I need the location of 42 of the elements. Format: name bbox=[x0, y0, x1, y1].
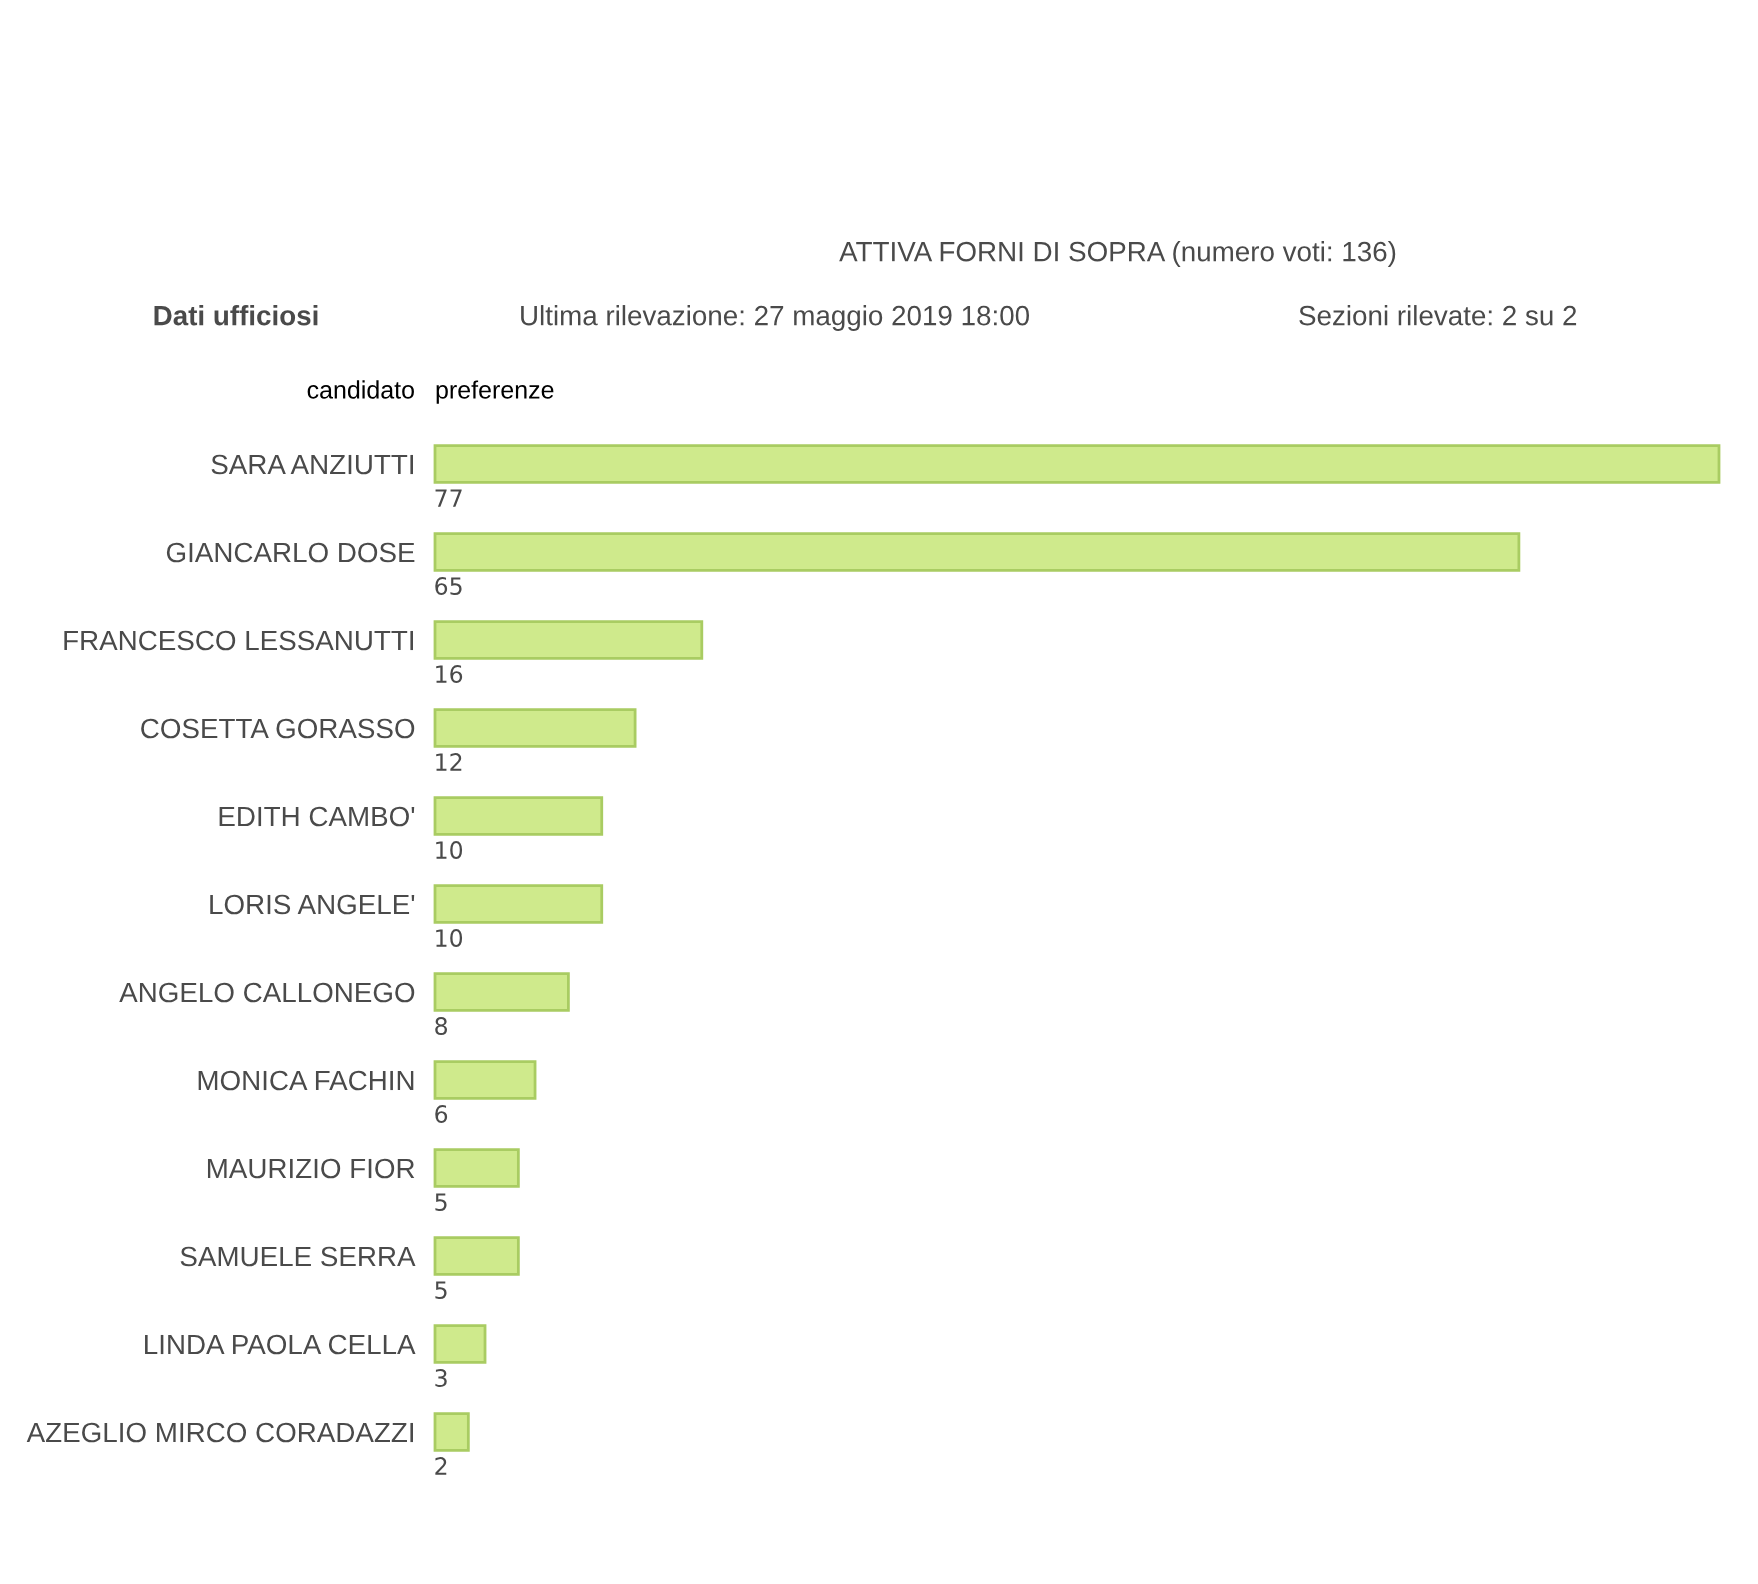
data-label: 12 bbox=[436, 753, 462, 771]
text: Ultima rilevazione: 27 maggio 2019 18:00 bbox=[521, 305, 1030, 331]
bar bbox=[433, 1148, 520, 1188]
data-label: 5 bbox=[435, 1281, 447, 1299]
y-tick-label: GIANCARLO DOSE bbox=[166, 542, 415, 563]
data-label: 8 bbox=[435, 1017, 448, 1035]
data-label: 65 bbox=[435, 577, 462, 595]
y-tick-label: EDITH CAMBO' bbox=[219, 806, 415, 827]
y-tick-label: LORIS ANGELE' bbox=[210, 894, 415, 915]
bar bbox=[433, 444, 1721, 484]
data-label: 5 bbox=[435, 1193, 447, 1211]
bar bbox=[433, 972, 570, 1012]
y-tick-label: MAURIZIO FIOR bbox=[207, 1158, 415, 1179]
bar bbox=[433, 796, 604, 836]
data-label: 6 bbox=[435, 1105, 448, 1123]
bar bbox=[433, 1324, 487, 1364]
text: Sezioni rilevate: 2 su 2 bbox=[1299, 305, 1577, 326]
bar bbox=[433, 884, 604, 924]
y-tick-label: ANGELO CALLONEGO bbox=[119, 982, 415, 1003]
y-axis-title: candidato bbox=[307, 380, 414, 399]
bar bbox=[433, 532, 1521, 572]
data-label: 10 bbox=[436, 929, 463, 947]
y-tick-label: SAMUELE SERRA bbox=[180, 1246, 416, 1267]
bar bbox=[433, 1060, 537, 1100]
bar bbox=[433, 708, 637, 748]
y-tick-label: MONICA FACHIN bbox=[198, 1070, 414, 1091]
y-tick-label: SARA ANZIUTTI bbox=[211, 454, 413, 475]
data-label: 3 bbox=[435, 1369, 447, 1387]
bar bbox=[433, 1412, 470, 1452]
y-tick-label: FRANCESCO LESSANUTTI bbox=[64, 630, 413, 651]
data-label: 2 bbox=[435, 1457, 447, 1475]
data-label: 10 bbox=[436, 841, 463, 859]
y-tick-label: LINDA PAOLA CELLA bbox=[145, 1334, 416, 1355]
y-tick-label: AZEGLIO MIRCO CORADAZZI bbox=[26, 1422, 413, 1443]
x-axis-title: preferenze bbox=[436, 380, 554, 404]
data-label: 77 bbox=[435, 489, 462, 507]
text: Dati ufficiosi bbox=[154, 305, 318, 326]
bar bbox=[433, 620, 704, 660]
data-label: 16 bbox=[436, 665, 463, 683]
chart-title: ATTIVA FORNI DI SOPRA (numero voti: 136) bbox=[839, 241, 1396, 267]
y-tick-label: COSETTA GORASSO bbox=[141, 718, 415, 739]
bar bbox=[433, 1236, 520, 1276]
